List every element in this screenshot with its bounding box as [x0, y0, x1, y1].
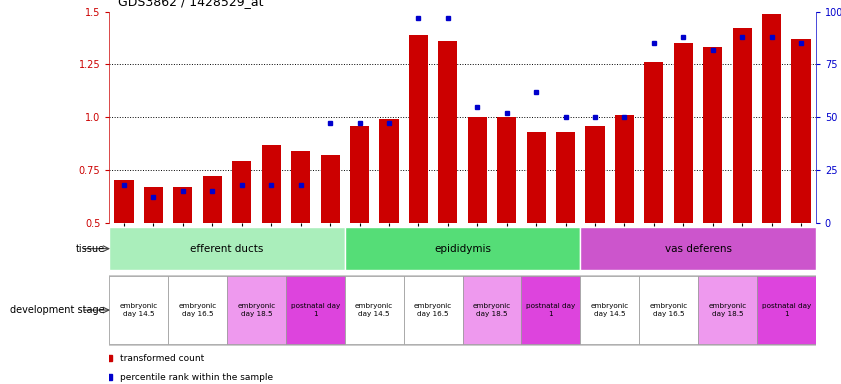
Bar — [733, 28, 752, 223]
Bar — [757, 276, 816, 344]
Bar — [227, 276, 286, 344]
Bar — [526, 132, 546, 223]
Text: GDS3862 / 1428529_at: GDS3862 / 1428529_at — [118, 0, 263, 8]
Bar — [644, 62, 664, 223]
Bar — [109, 227, 345, 270]
Bar — [291, 151, 310, 223]
Bar — [409, 35, 428, 223]
Bar — [173, 187, 193, 223]
Bar — [468, 117, 487, 223]
Bar — [639, 276, 698, 344]
Bar — [286, 276, 345, 344]
Bar — [350, 126, 369, 223]
Text: efferent ducts: efferent ducts — [190, 243, 264, 254]
Bar — [585, 126, 605, 223]
Bar — [497, 117, 516, 223]
Bar — [114, 180, 134, 223]
Text: embryonic
day 14.5: embryonic day 14.5 — [119, 303, 158, 317]
Text: embryonic
day 14.5: embryonic day 14.5 — [355, 303, 394, 317]
Text: embryonic
day 14.5: embryonic day 14.5 — [590, 303, 629, 317]
Text: postnatal day
1: postnatal day 1 — [526, 303, 575, 317]
Bar — [379, 119, 399, 223]
Bar — [791, 39, 811, 223]
Text: vas deferens: vas deferens — [664, 243, 732, 254]
Bar — [438, 41, 458, 223]
Bar — [345, 276, 404, 344]
Bar — [203, 176, 222, 223]
Bar — [580, 276, 639, 344]
Text: embryonic
day 16.5: embryonic day 16.5 — [178, 303, 217, 317]
Bar — [463, 276, 521, 344]
Text: development stage: development stage — [10, 305, 105, 315]
Bar — [703, 47, 722, 223]
Bar — [521, 276, 580, 344]
Text: percentile rank within the sample: percentile rank within the sample — [120, 372, 273, 382]
Text: transformed count: transformed count — [120, 354, 204, 362]
Bar — [168, 276, 227, 344]
Text: postnatal day
1: postnatal day 1 — [291, 303, 340, 317]
Text: epididymis: epididymis — [434, 243, 491, 254]
Bar — [615, 115, 634, 223]
Bar — [144, 187, 163, 223]
Bar — [674, 43, 693, 223]
Bar — [109, 276, 168, 344]
Bar — [580, 227, 816, 270]
Text: postnatal day
1: postnatal day 1 — [762, 303, 811, 317]
Text: embryonic
day 18.5: embryonic day 18.5 — [708, 303, 747, 317]
Bar — [404, 276, 463, 344]
Text: embryonic
day 18.5: embryonic day 18.5 — [237, 303, 276, 317]
Bar — [556, 132, 575, 223]
Bar — [320, 155, 340, 223]
Bar — [232, 161, 251, 223]
Text: embryonic
day 18.5: embryonic day 18.5 — [473, 303, 511, 317]
Text: embryonic
day 16.5: embryonic day 16.5 — [649, 303, 688, 317]
Bar — [345, 227, 580, 270]
Text: tissue: tissue — [76, 243, 105, 254]
Text: embryonic
day 16.5: embryonic day 16.5 — [414, 303, 452, 317]
Bar — [262, 145, 281, 223]
Bar — [762, 13, 781, 223]
Bar — [698, 276, 757, 344]
